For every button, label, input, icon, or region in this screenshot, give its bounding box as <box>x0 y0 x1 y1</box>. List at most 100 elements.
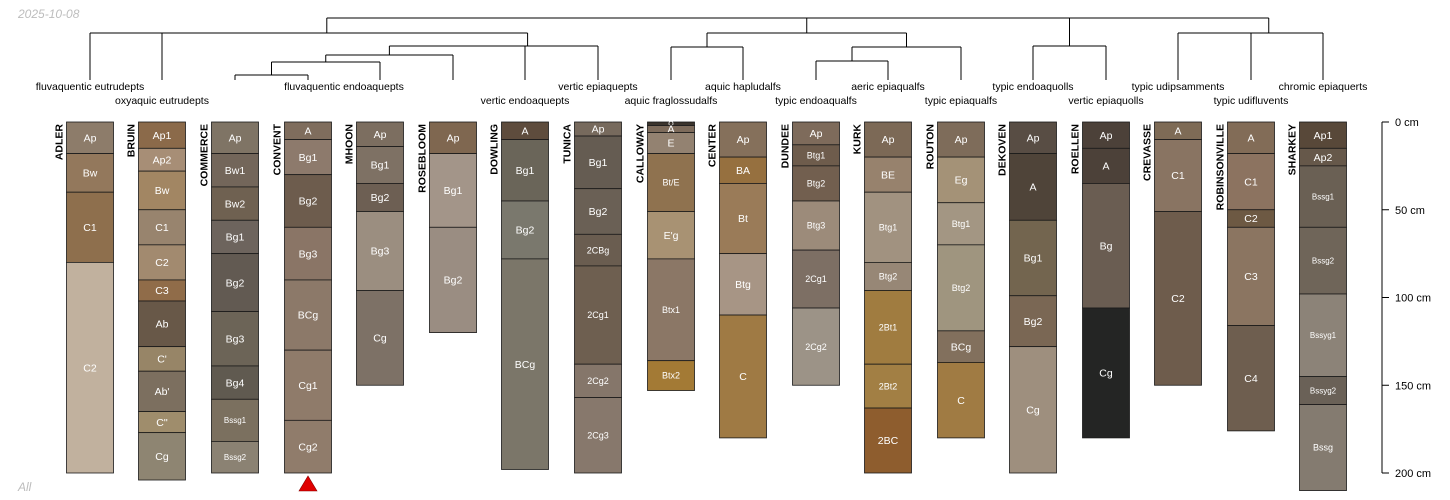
horizon-box <box>138 209 186 246</box>
horizon-label: Bssg1 <box>224 416 247 425</box>
horizon-label: Cg <box>1026 404 1040 416</box>
horizon-label: Bg3 <box>299 248 318 260</box>
profile-name: SHARKEY <box>1287 124 1299 175</box>
profile-name: ROELLEN <box>1070 124 1082 174</box>
horizon-label: Ap2 <box>153 154 172 166</box>
horizon-label: C3 <box>155 285 169 297</box>
horizon-label: 2Cg1 <box>587 310 609 320</box>
horizon-label: Btx1 <box>662 305 680 315</box>
horizon-box <box>356 183 404 212</box>
horizon-label: Bssg2 <box>1312 256 1335 265</box>
horizon-box <box>792 200 840 251</box>
horizon-label: A <box>1247 132 1254 144</box>
profile-dekoven: Ap A Bg1 Bg2 Cg DEKOVEN <box>997 121 1057 474</box>
horizon-box <box>501 258 549 470</box>
horizon-box <box>1009 153 1057 221</box>
horizon-label: 2CBg <box>587 245 610 255</box>
group-label: typic udipsamments <box>1132 81 1225 93</box>
horizon-label: A <box>304 125 311 137</box>
horizon-box <box>284 279 332 351</box>
horizon-box <box>864 191 912 263</box>
horizon-label: C4 <box>1244 373 1258 385</box>
horizon-label: C <box>739 371 747 383</box>
profile-name: DOWLING <box>489 124 501 175</box>
horizon-label: Btx2 <box>662 371 680 381</box>
horizon-box <box>429 121 477 154</box>
horizon-box <box>66 121 114 154</box>
horizon-label: Bw1 <box>225 165 246 177</box>
horizon-label: BCg <box>298 310 319 322</box>
horizon-label: Cg <box>1099 368 1113 380</box>
horizon-box <box>66 153 114 193</box>
horizon-label: A <box>1102 161 1109 173</box>
horizon-box <box>1299 121 1347 149</box>
horizon-label: C' <box>157 354 167 366</box>
profile-tunica: Ap Bg1 Bg2 2CBg 2Cg1 2Cg2 2Cg3 TUNICA <box>562 121 622 474</box>
profile-name: ROSEBLOOM <box>417 124 429 193</box>
depth-axis: 0 cm 50 cm 100 cm 150 cm 200 cm <box>1381 117 1431 480</box>
horizon-label: C3 <box>1244 271 1258 283</box>
group-label: vertic epiaquepts <box>558 81 637 93</box>
profile-rosebloom: Ap Bg1 Bg2 ROSEBLOOM <box>417 121 477 334</box>
horizon-label: BCg <box>951 341 972 353</box>
horizon-box <box>1154 211 1202 386</box>
horizon-label: C1 <box>83 222 97 234</box>
horizon-label: Bt <box>738 213 748 225</box>
profile-name: TUNICA <box>562 124 574 164</box>
profile-name: ROBINSONVILLE <box>1215 124 1227 210</box>
horizon-box <box>1009 295 1057 348</box>
horizon-label: Bw2 <box>225 198 246 210</box>
profile-crevasse: A C1 C2 CREVASSE <box>1142 121 1202 386</box>
horizon-box <box>647 211 695 260</box>
horizon-box <box>647 258 695 362</box>
horizon-box <box>792 307 840 386</box>
horizon-label: C2 <box>83 362 97 374</box>
horizon-label: 2Cg2 <box>587 376 609 386</box>
horizon-box <box>1227 153 1275 211</box>
horizon-label: Bg2 <box>226 277 245 289</box>
profile-dundee: Ap Btg1 Btg2 Btg3 2Cg1 2Cg2 DUNDEE <box>780 121 840 386</box>
horizon-label: Ap <box>84 132 97 144</box>
horizon-label: C2 <box>155 257 169 269</box>
horizon-box <box>574 188 622 235</box>
horizon-label: Ap <box>229 132 242 144</box>
horizon-label: Bg1 <box>589 157 608 169</box>
horizon-box <box>138 300 186 348</box>
horizon-box <box>937 362 985 439</box>
horizon-box <box>66 261 114 474</box>
horizon-label: Btg1 <box>807 150 826 160</box>
horizon-label: C1 <box>1171 170 1185 182</box>
horizon-box <box>1299 165 1347 228</box>
horizon-label: Bssyg2 <box>1310 386 1337 395</box>
horizon-label: 2Cg1 <box>805 274 827 284</box>
profile-name: CONVENT <box>272 123 284 175</box>
profile-name: CALLOWAY <box>635 124 647 183</box>
profile-convent: A Bg1 Bg2 Bg3 BCg Cg1 Cg2 CONVENT <box>272 121 332 492</box>
horizon-label: BCg <box>515 359 536 371</box>
horizon-label: C1 <box>155 222 169 234</box>
horizon-label: Bt/E <box>662 178 679 188</box>
group-label: aeric epiaqualfs <box>851 81 925 93</box>
horizon-box <box>864 121 912 158</box>
horizon-label: Bg <box>1100 240 1113 252</box>
horizon-box <box>356 146 404 184</box>
horizon-label: O <box>668 121 674 128</box>
profile-adler: Ap Bw C1 C2 ADLER <box>54 121 114 474</box>
horizon-label: Cg <box>373 333 387 345</box>
horizon-label: E <box>667 138 674 150</box>
profile-dowling: A Bg1 Bg2 BCg DOWLING <box>489 121 549 470</box>
horizon-box <box>864 156 912 193</box>
horizon-label: 2Cg3 <box>587 430 609 440</box>
horizon-box <box>864 261 912 291</box>
horizon-label: Bg1 <box>1024 253 1043 265</box>
horizon-label: Ap1 <box>1314 130 1333 142</box>
horizon-box <box>356 121 404 147</box>
horizon-label: Bw <box>83 168 98 180</box>
horizon-label: Bg1 <box>299 152 318 164</box>
axis-tick-label: 100 cm <box>1395 293 1431 305</box>
horizon-label: A <box>667 124 674 136</box>
horizon-box <box>66 191 114 263</box>
horizon-box <box>211 186 259 221</box>
horizon-box <box>1009 346 1057 474</box>
